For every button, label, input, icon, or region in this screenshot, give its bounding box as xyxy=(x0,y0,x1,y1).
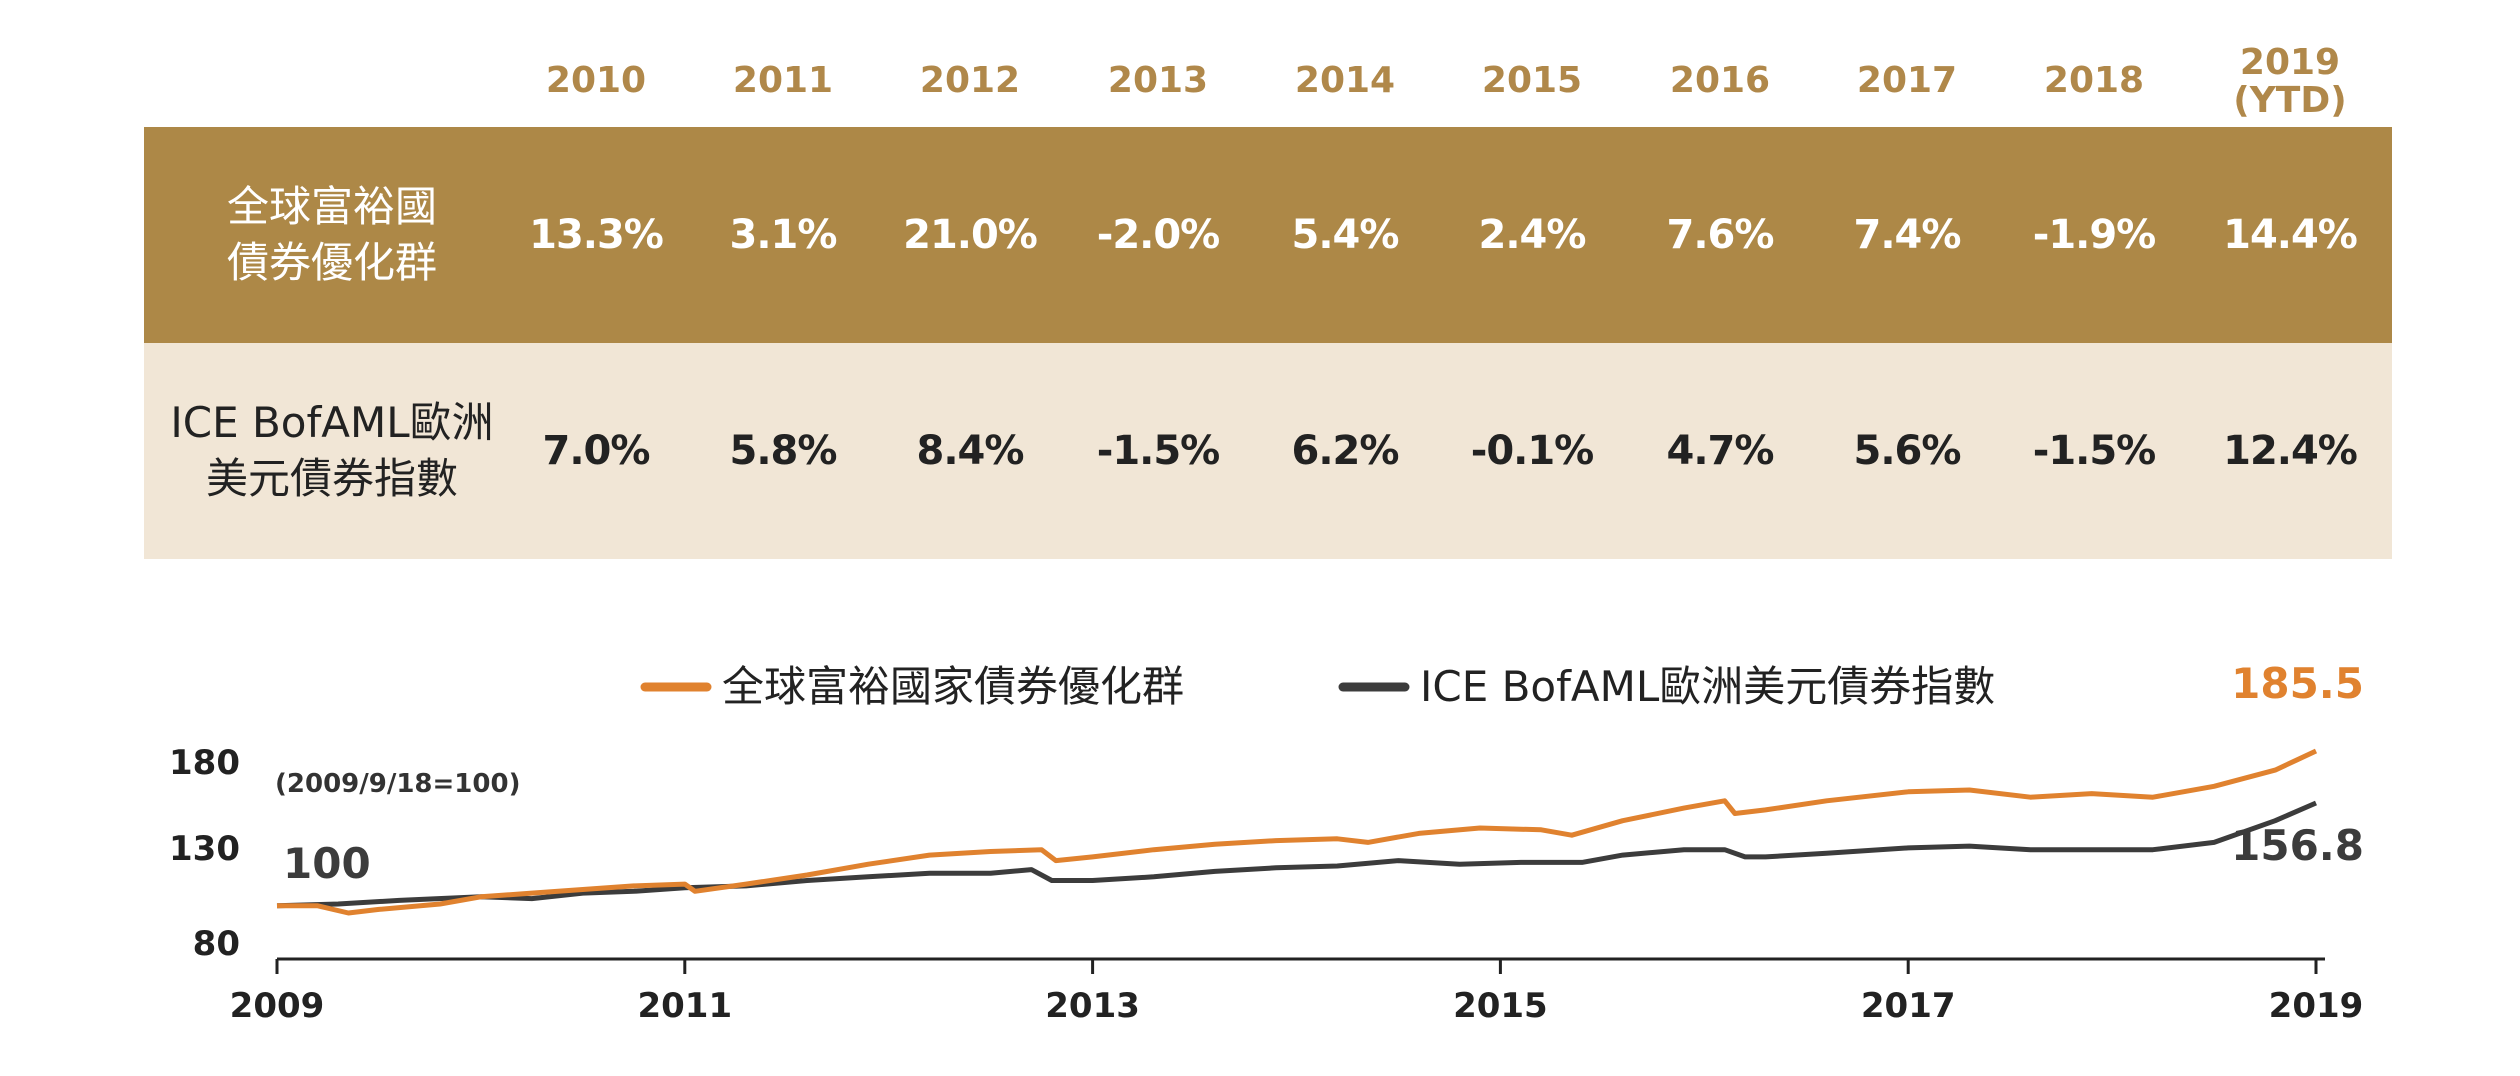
series-line-index xyxy=(276,800,2317,909)
return-cell: -1.9% xyxy=(2032,212,2157,258)
x-tick-label: 2011 xyxy=(637,986,732,1026)
return-cell: 8.4% xyxy=(916,428,1025,474)
line-chart-svg: 全球富裕國家債券優化群 ICE BofAML歐洲美元債券指數 (2009/9/1… xyxy=(169,659,2364,1026)
row-label: ICE BofAML歐洲 美元債券指數 xyxy=(144,343,520,559)
return-cell: 13.3% xyxy=(529,212,664,258)
row-label: 全球富裕國 債券優化群 xyxy=(144,127,520,343)
year-label: 2012 xyxy=(919,60,1021,101)
return-cell: 2.4% xyxy=(1478,212,1587,258)
year-label: 2013 xyxy=(1107,60,1209,101)
return-cell: 7.4% xyxy=(1853,212,1962,258)
start-value-label: 100 xyxy=(283,839,371,888)
return-cell: 5.4% xyxy=(1291,212,1400,258)
base-date-note: (2009/9/18=100) xyxy=(275,769,520,799)
year-label: 2011 xyxy=(732,60,834,101)
year-header-cell: 2013 xyxy=(1078,62,1238,100)
row-label-line: 美元債券指數 xyxy=(205,454,458,503)
year-label: 2014 xyxy=(1294,60,1396,101)
year-header-cell: 2019 (YTD) xyxy=(2210,44,2370,120)
x-axis: 2009 2011 2013 2015 2017 2019 xyxy=(230,957,2364,1026)
year-header-cell: 2011 xyxy=(703,62,863,100)
legend-label-fund: 全球富裕國家債券優化群 xyxy=(722,662,1184,711)
year-label: 2015 xyxy=(1481,60,1583,101)
return-cell: 7.6% xyxy=(1666,212,1775,258)
x-tick-label: 2009 xyxy=(230,986,325,1026)
return-cell: -2.0% xyxy=(1096,212,1221,258)
x-tick-label: 2019 xyxy=(2269,986,2364,1026)
return-cell: 7.0% xyxy=(542,428,651,474)
year-label: 2016 xyxy=(1669,60,1771,101)
year-label: 2018 xyxy=(2043,60,2145,101)
y-tick-label: 180 xyxy=(169,743,240,783)
legend-label-index: ICE BofAML歐洲美元債券指數 xyxy=(1420,662,1995,711)
return-cell: 5.8% xyxy=(729,428,838,474)
year-label: 2017 xyxy=(1856,60,1958,101)
return-cell: -1.5% xyxy=(2032,428,2157,474)
return-cell: 12.4% xyxy=(2223,428,2358,474)
row-label-line: 債券優化群 xyxy=(226,238,437,287)
year-header-cell: 2012 xyxy=(890,62,1050,100)
row-global-wealth-bond-fund: 全球富裕國 債券優化群 13.3% 3.1% 21.0% -2.0% 5.4% 2.4% 7… xyxy=(144,127,2392,343)
y-tick-label: 130 xyxy=(169,829,240,869)
y-axis: 80 130 180 xyxy=(169,743,240,964)
return-cell: 21.0% xyxy=(903,212,1038,258)
row-label-line: ICE BofAML歐洲 xyxy=(170,398,494,447)
return-cell: 14.4% xyxy=(2223,212,2358,258)
x-tick-label: 2013 xyxy=(1045,986,1140,1026)
return-cell: -1.5% xyxy=(1096,428,1221,474)
return-cell: 5.6% xyxy=(1853,428,1962,474)
year-sublabel: (YTD) xyxy=(2233,80,2347,121)
year-header-cell: 2015 xyxy=(1452,62,1612,100)
year-label: 2010 xyxy=(545,60,647,101)
year-label: 2019 xyxy=(2239,42,2341,83)
year-header-cell: 2016 xyxy=(1640,62,1800,100)
return-cell: -0.1% xyxy=(1470,428,1595,474)
end-value-label-fund: 185.5 xyxy=(2231,659,2364,708)
row-ice-bofaml-index: ICE BofAML歐洲 美元債券指數 7.0% 5.8% 8.4% -1.5% 6.2… xyxy=(144,343,2392,559)
series-line-fund xyxy=(277,748,2318,916)
series-layer xyxy=(276,748,2318,916)
year-header-cell: 2014 xyxy=(1265,62,1425,100)
row-label-line: 全球富裕國 xyxy=(226,182,437,231)
year-header-cell: 2017 xyxy=(1827,62,1987,100)
performance-line-chart: 全球富裕國家債券優化群 ICE BofAML歐洲美元債券指數 (2009/9/1… xyxy=(0,560,2520,1076)
year-header-cell: 2018 xyxy=(2014,62,2174,100)
return-cell: 3.1% xyxy=(729,212,838,258)
x-tick-label: 2015 xyxy=(1453,986,1548,1026)
legend: 全球富裕國家債券優化群 ICE BofAML歐洲美元債券指數 xyxy=(640,662,1995,711)
return-cell: 6.2% xyxy=(1291,428,1400,474)
y-tick-label: 80 xyxy=(193,924,240,964)
year-header-cell: 2010 xyxy=(516,62,676,100)
returns-table: 2010 2011 2012 2013 2014 2015 2016 2017 2018 2019… xyxy=(144,44,2392,559)
return-cell: 4.7% xyxy=(1666,428,1775,474)
x-tick-label: 2017 xyxy=(1861,986,1956,1026)
end-value-label-index: 156.8 xyxy=(2231,821,2364,870)
